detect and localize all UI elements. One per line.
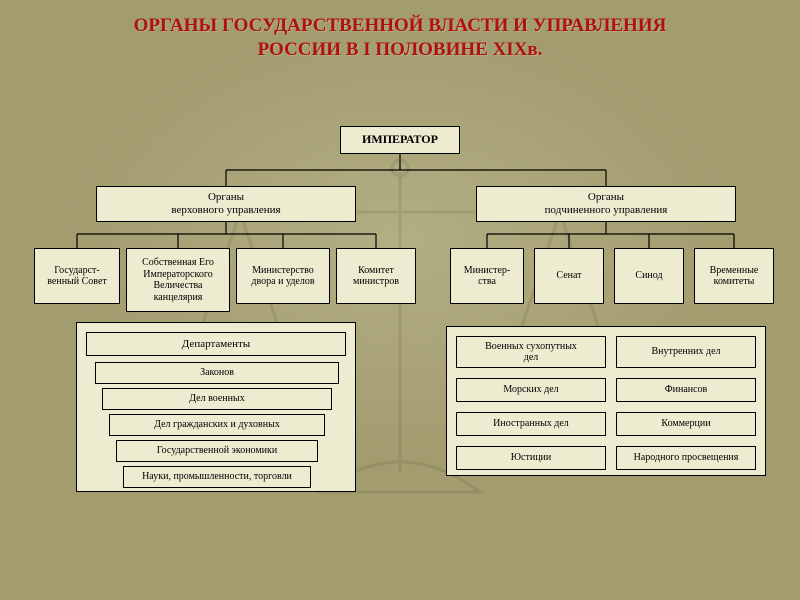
ministry-cell: Коммерции (616, 412, 756, 436)
node-label-l1: Органы (208, 191, 244, 203)
title-line-2: РОССИИ В I ПОЛОВИНЕ XIXв. (258, 39, 543, 60)
node-synod: Синод (614, 248, 684, 304)
dept-row: Дел гражданских и духовных (109, 414, 325, 436)
node-temp-committees: Временныекомитеты (694, 248, 774, 304)
ministry-cell: Морских дел (456, 378, 606, 402)
dept-row: Государственной экономики (116, 440, 318, 462)
node-label-l2: подчиненного управления (545, 204, 668, 216)
title-line-1: ОРГАНЫ ГОСУДАРСТВЕННОЙ ВЛАСТИ И УПРАВЛЕН… (134, 15, 667, 36)
node-senate: Сенат (534, 248, 604, 304)
node-emperor: ИМПЕРАТОР (340, 126, 460, 154)
diagram-root: ОРГАНЫ ГОСУДАРСТВЕННОЙ ВЛАСТИ И УПРАВЛЕН… (0, 0, 800, 68)
slide-title: ОРГАНЫ ГОСУДАРСТВЕННОЙ ВЛАСТИ И УПРАВЛЕН… (0, 0, 800, 68)
dept-row: Законов (95, 362, 339, 384)
ministry-cell: Внутренних дел (616, 336, 756, 368)
ministry-cell: Народного просвещения (616, 446, 756, 470)
node-state-council: Государст-венный Совет (34, 248, 120, 304)
node-supreme-organs: Органыверховного управления (96, 186, 356, 222)
node-departments-header: Департаменты (86, 332, 346, 356)
node-ministry-court: Министерстводвора и уделов (236, 248, 330, 304)
dept-row: Науки, промышленности, торговли (123, 466, 311, 488)
node-committee-ministers: Комитетминистров (336, 248, 416, 304)
node-ministries: Министер-ства (450, 248, 524, 304)
node-label-l2: верховного управления (171, 204, 280, 216)
dept-row: Дел военных (102, 388, 332, 410)
ministry-cell: Юстиции (456, 446, 606, 470)
ministry-cell: Военных сухопутныхдел (456, 336, 606, 368)
ministry-cell: Финансов (616, 378, 756, 402)
node-subordinate-organs: Органыподчиненного управления (476, 186, 736, 222)
node-own-chancellery: Собственная ЕгоИмператорскогоВеличествак… (126, 248, 230, 312)
ministry-cell: Иностранных дел (456, 412, 606, 436)
node-label: ИМПЕРАТОР (362, 133, 438, 147)
node-label-l1: Органы (588, 191, 624, 203)
